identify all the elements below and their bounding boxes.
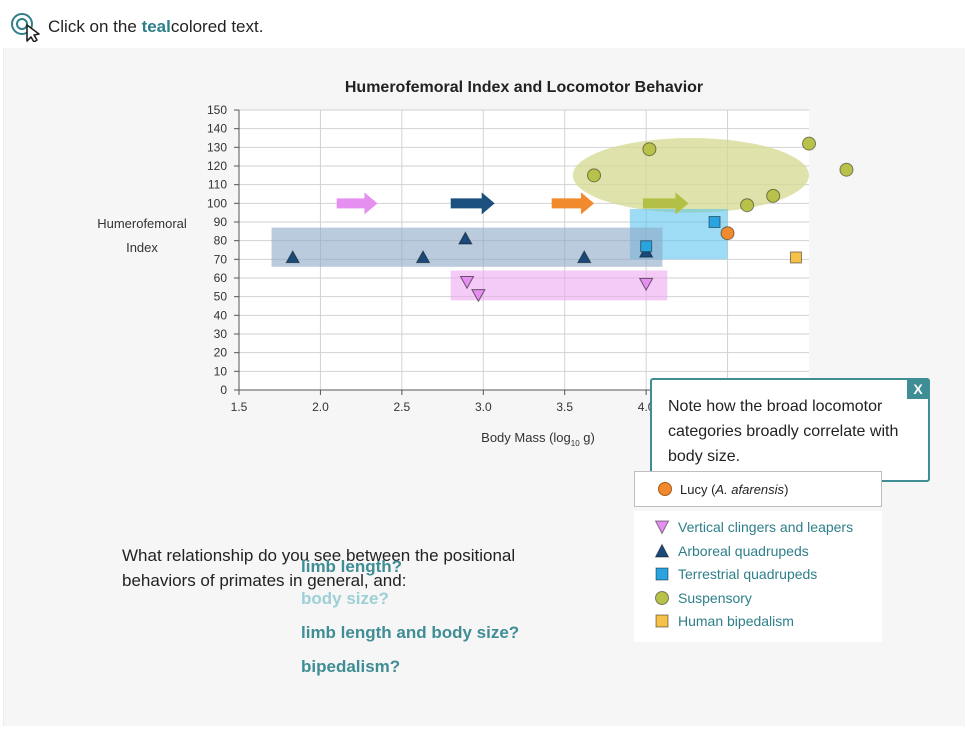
region-rect [271, 227, 663, 267]
x-tick-label: 2.0 [312, 400, 329, 414]
lucy-suffix: ) [784, 481, 789, 497]
legend-lucy: Lucy (A. afarensis) [634, 471, 882, 507]
instruction: Click on the teal colored text. [10, 10, 263, 44]
data-point [740, 198, 755, 213]
data-point [415, 249, 431, 264]
y-tick-label: 90 [214, 215, 228, 229]
y-tick-label: 50 [214, 290, 228, 304]
note-callout: Note how the broad locomotor categories … [650, 378, 930, 482]
question-text: What relationship do you see between the… [122, 546, 516, 590]
legend-item: Human bipedalism [654, 613, 794, 629]
y-tick-label: 150 [207, 103, 227, 117]
legend-item-label: Human bipedalism [678, 613, 794, 629]
legend-list: Vertical clingers and leapers Arboreal qu… [634, 511, 882, 642]
data-point [720, 226, 735, 241]
answer-option[interactable]: bipedalism? [301, 657, 401, 676]
legend-item: Suspensory [654, 590, 752, 606]
data-point [766, 188, 781, 203]
square-icon [655, 567, 669, 581]
data-point [708, 216, 721, 228]
legend-item: Vertical clingers and leapers [654, 519, 853, 535]
legend-item-label: Suspensory [678, 589, 752, 606]
answer-option[interactable]: limb length and body size? [301, 623, 520, 642]
arrow-icon [450, 192, 495, 215]
x-tick-label: 2.5 [394, 400, 411, 414]
data-point [642, 142, 657, 157]
legend-item-label: Vertical clingers and leapers [678, 519, 854, 535]
arrow-icon [336, 192, 378, 215]
y-tick-label: 130 [207, 140, 227, 154]
y-tick-label: 40 [214, 308, 228, 322]
data-point [638, 277, 654, 292]
arrow-icon [642, 192, 689, 215]
x-axis-label-subscript: 10 [571, 439, 580, 448]
y-axis-label-line2: Index [126, 240, 158, 255]
y-tick-label: 20 [214, 346, 228, 360]
data-point [587, 168, 602, 183]
data-point [640, 240, 653, 253]
data-point [802, 136, 816, 151]
x-tick-label: 1.5 [231, 400, 248, 414]
data-point [458, 231, 473, 245]
x-tick-label: 3.5 [556, 400, 573, 414]
data-point [839, 162, 854, 177]
lucy-prefix: Lucy ( [680, 481, 716, 497]
legend-item: Arboreal quadrupeds [654, 543, 809, 559]
data-point [789, 251, 802, 264]
circle-icon [655, 590, 669, 605]
legend-item: Terrestrial quadrupeds [654, 566, 817, 582]
answer-option[interactable]: limb length? [301, 557, 403, 576]
y-tick-label: 110 [208, 178, 227, 192]
instruction-highlight: teal [141, 17, 171, 36]
x-axis-label-main: Body Mass (log [481, 430, 571, 445]
y-tick-label: 30 [214, 327, 228, 341]
y-tick-label: 100 [207, 196, 227, 210]
click-cursor-icon [11, 13, 40, 42]
instruction-prefix: Click on the [48, 17, 137, 36]
y-tick-label: 0 [220, 383, 227, 397]
x-tick-label: 3.0 [475, 400, 492, 414]
y-tick-label: 120 [207, 159, 227, 173]
data-point [285, 249, 301, 264]
close-button[interactable]: X [907, 379, 929, 399]
lucy-circle-icon [658, 482, 672, 496]
arrow-icon [551, 192, 595, 215]
square-icon [655, 614, 669, 628]
data-point [471, 289, 486, 303]
callout-text: Note how the broad locomotor categories … [668, 398, 899, 465]
region-ellipse [572, 138, 809, 213]
y-tick-label: 70 [214, 252, 228, 266]
y-tick-label: 80 [214, 234, 228, 248]
chart: 0 10 20 30 40 50 60 70 80 90 100 110 120 130 140 150 1.5… [97, 79, 854, 448]
y-axis-label-line1: Humerofemoral [97, 216, 187, 231]
y-tick-label: 140 [207, 122, 227, 136]
legend-item-label: Terrestrial quadrupeds [678, 566, 818, 582]
triangle-down-icon [654, 520, 670, 535]
y-tick-label: 10 [214, 364, 228, 378]
chart-title: Humerofemoral Index and Locomotor Behavi… [345, 79, 703, 96]
x-axis-label-end: g) [580, 430, 595, 445]
data-point [576, 249, 592, 264]
triangle-up-icon [654, 542, 670, 557]
y-tick-label: 60 [214, 271, 228, 285]
answer-option[interactable]: body size? [301, 589, 389, 608]
x-axis-label: Body Mass (log10 g) [481, 430, 595, 448]
legend-item-label: Arboreal quadrupeds [678, 542, 809, 559]
region-rect [450, 270, 668, 301]
lucy-label: Lucy (A. afarensis) [680, 482, 788, 497]
data-point [459, 276, 475, 290]
lucy-species: A. afarensis [715, 481, 785, 497]
instruction-suffix: colored text. [170, 17, 264, 36]
